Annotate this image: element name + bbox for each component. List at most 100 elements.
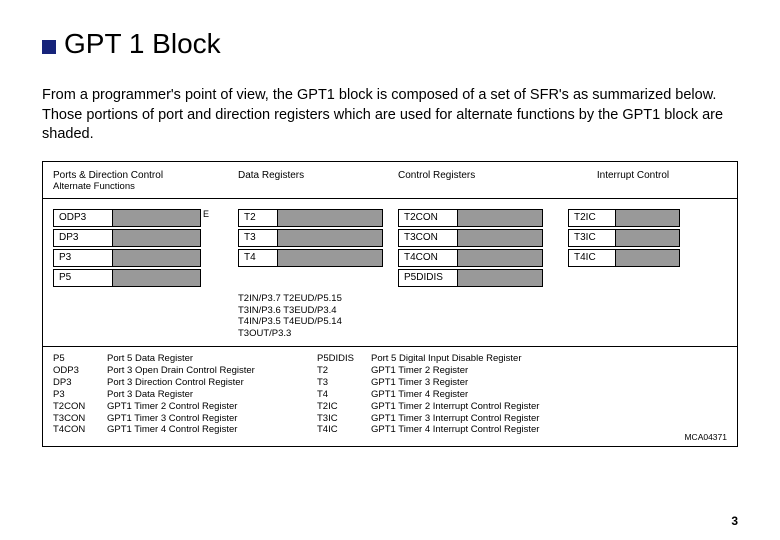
legend-key: P3 xyxy=(53,389,107,401)
reg-t4: T4 xyxy=(238,249,278,267)
legend-desc: GPT1 Timer 3 Interrupt Control Register xyxy=(371,413,601,425)
header-ports: Ports & Direction Control Alternate Func… xyxy=(53,170,238,192)
portmap-line: T3OUT/P3.3 xyxy=(238,328,737,340)
table-row: ODP3 E xyxy=(53,209,238,227)
table-row: P5 xyxy=(53,269,238,287)
legend-row: T4ICGPT1 Timer 4 Interrupt Control Regis… xyxy=(317,424,601,436)
legend-key: T4 xyxy=(317,389,371,401)
legend-row: DP3Port 3 Direction Control Register xyxy=(53,377,317,389)
data-column: T2 T3 T4 xyxy=(238,209,398,287)
legend-row: T3CONGPT1 Timer 3 Control Register xyxy=(53,413,317,425)
legend-desc: GPT1 Timer 2 Control Register xyxy=(107,401,317,413)
table-row: T2IC xyxy=(568,209,698,227)
legend-desc: Port 3 Data Register xyxy=(107,389,317,401)
shade-box xyxy=(113,269,201,287)
legend-key: T2IC xyxy=(317,401,371,413)
shade-box xyxy=(278,229,383,247)
int-column: T2IC T3IC T4IC xyxy=(568,209,698,287)
page-number: 3 xyxy=(731,514,738,528)
shade-box xyxy=(113,229,201,247)
legend-row: ODP3Port 3 Open Drain Control Register xyxy=(53,365,317,377)
header-ports-line2: Alternate Functions xyxy=(53,181,238,192)
header-data: Data Registers xyxy=(238,170,398,192)
legend-desc: GPT1 Timer 2 Interrupt Control Register xyxy=(371,401,601,413)
reg-p3: P3 xyxy=(53,249,113,267)
legend: P5Port 5 Data Register ODP3Port 3 Open D… xyxy=(43,346,737,446)
table-row: T2 xyxy=(238,209,398,227)
shade-box xyxy=(278,249,383,267)
legend-row: T2ICGPT1 Timer 2 Interrupt Control Regis… xyxy=(317,401,601,413)
reg-t2ic: T2IC xyxy=(568,209,616,227)
section-headers: Ports & Direction Control Alternate Func… xyxy=(43,162,737,199)
header-int: Interrupt Control xyxy=(568,170,698,192)
legend-row: P3Port 3 Data Register xyxy=(53,389,317,401)
legend-key: T3 xyxy=(317,377,371,389)
legend-desc: GPT1 Timer 3 Control Register xyxy=(107,413,317,425)
register-grid: ODP3 E DP3 P3 P5 T2 T3 xyxy=(43,199,737,293)
figure-id: MCA04371 xyxy=(684,432,727,442)
shade-box xyxy=(616,229,680,247)
shade-box xyxy=(616,209,680,227)
page-title: GPT 1 Block xyxy=(64,28,221,60)
intro-text: From a programmer's point of view, the G… xyxy=(42,86,738,145)
ports-column: ODP3 E DP3 P3 P5 xyxy=(53,209,238,287)
legend-key: T4CON xyxy=(53,424,107,436)
portmap-line: T3IN/P3.6 T3EUD/P3.4 xyxy=(238,305,737,317)
shade-box xyxy=(458,249,543,267)
reg-t3con: T3CON xyxy=(398,229,458,247)
reg-t4ic: T4IC xyxy=(568,249,616,267)
port-mapping: T2IN/P3.7 T2EUD/P5.15 T3IN/P3.6 T3EUD/P3… xyxy=(43,293,737,347)
legend-desc: GPT1 Timer 2 Register xyxy=(371,365,601,377)
reg-t3: T3 xyxy=(238,229,278,247)
legend-key: T2CON xyxy=(53,401,107,413)
table-row: T3 xyxy=(238,229,398,247)
legend-key: T2 xyxy=(317,365,371,377)
shade-box xyxy=(458,269,543,287)
title-row: GPT 1 Block xyxy=(42,28,738,60)
ctrl-column: T2CON T3CON T4CON P5DIDIS xyxy=(398,209,568,287)
title-bullet xyxy=(42,40,56,54)
reg-p5: P5 xyxy=(53,269,113,287)
legend-desc: Port 5 Digital Input Disable Register xyxy=(371,353,601,365)
legend-left: P5Port 5 Data Register ODP3Port 3 Open D… xyxy=(53,353,317,436)
legend-desc: GPT1 Timer 4 Register xyxy=(371,389,601,401)
legend-key: T3CON xyxy=(53,413,107,425)
legend-row: P5Port 5 Data Register xyxy=(53,353,317,365)
reg-t3ic: T3IC xyxy=(568,229,616,247)
reg-p5didis: P5DIDIS xyxy=(398,269,458,287)
reg-t4con: T4CON xyxy=(398,249,458,267)
legend-key: P5 xyxy=(53,353,107,365)
reg-t2con: T2CON xyxy=(398,209,458,227)
table-row: T3IC xyxy=(568,229,698,247)
table-row: T3CON xyxy=(398,229,568,247)
table-row: P5DIDIS xyxy=(398,269,568,287)
legend-desc: Port 3 Direction Control Register xyxy=(107,377,317,389)
legend-key: T4IC xyxy=(317,424,371,436)
legend-row: T4GPT1 Timer 4 Register xyxy=(317,389,601,401)
esfr-badge: E xyxy=(201,209,213,227)
legend-desc: GPT1 Timer 4 Control Register xyxy=(107,424,317,436)
table-row: P3 xyxy=(53,249,238,267)
legend-key: P5DIDIS xyxy=(317,353,371,365)
legend-desc: Port 3 Open Drain Control Register xyxy=(107,365,317,377)
legend-row: T2CONGPT1 Timer 2 Control Register xyxy=(53,401,317,413)
table-row: T4IC xyxy=(568,249,698,267)
shade-box xyxy=(278,209,383,227)
legend-desc: GPT1 Timer 4 Interrupt Control Register xyxy=(371,424,601,436)
reg-dp3: DP3 xyxy=(53,229,113,247)
table-row: T4 xyxy=(238,249,398,267)
legend-row: T3ICGPT1 Timer 3 Interrupt Control Regis… xyxy=(317,413,601,425)
legend-desc: Port 5 Data Register xyxy=(107,353,317,365)
sfr-diagram: Ports & Direction Control Alternate Func… xyxy=(42,161,738,448)
table-row: T2CON xyxy=(398,209,568,227)
reg-t2: T2 xyxy=(238,209,278,227)
table-row: T4CON xyxy=(398,249,568,267)
shade-box xyxy=(113,209,201,227)
legend-key: DP3 xyxy=(53,377,107,389)
reg-odp3: ODP3 xyxy=(53,209,113,227)
table-row: DP3 xyxy=(53,229,238,247)
portmap-line: T2IN/P3.7 T2EUD/P5.15 xyxy=(238,293,737,305)
header-ctrl: Control Registers xyxy=(398,170,568,192)
shade-box xyxy=(616,249,680,267)
legend-row: T2GPT1 Timer 2 Register xyxy=(317,365,601,377)
